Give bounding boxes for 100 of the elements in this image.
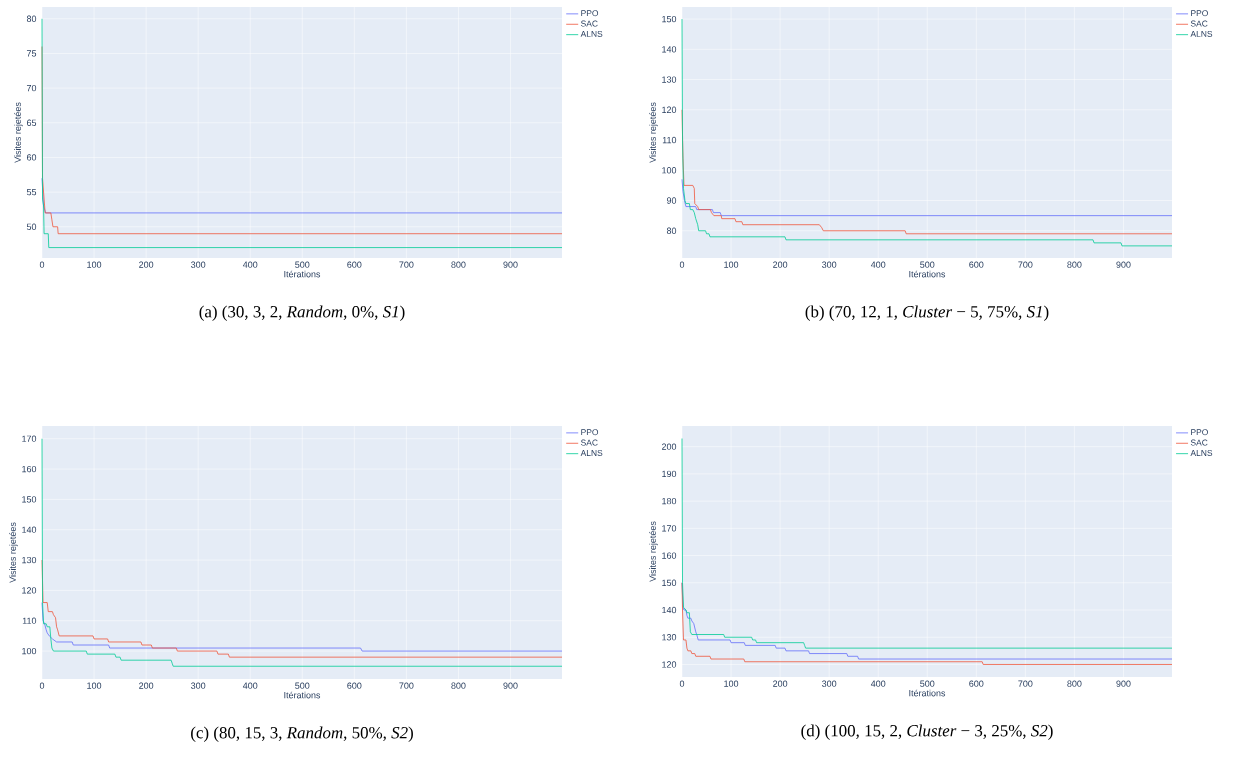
legend-label: PPO [581,429,599,436]
y-tick-label: 80 [666,227,677,234]
line-series [681,438,1173,649]
x-tick-label: 200 [773,680,788,687]
line-series [41,18,563,248]
x-axis-title: Itérations [909,689,946,697]
line-series [41,559,563,658]
y-axis-title: Visites rejetées [649,102,658,163]
y-tick-label: 130 [662,76,677,83]
x-tick-label: 800 [1067,261,1082,268]
x-tick-label: 300 [822,261,837,268]
y-tick-label: 100 [22,647,37,655]
y-tick-label: 150 [662,579,677,586]
line-series [41,438,563,667]
legend-label: SAC [1190,439,1208,446]
x-tick-label: 900 [1116,261,1131,268]
x-tick-label: 600 [969,680,984,687]
x-tick-label: 900 [503,261,518,268]
x-tick-label: 100 [724,261,739,268]
x-tick-label: 300 [822,680,837,687]
x-tick-label: 400 [242,682,258,689]
y-tick-label: 170 [662,525,677,532]
x-tick-label: 100 [87,682,102,689]
y-tick-label: 65 [26,119,37,126]
y-tick-label: 110 [22,617,37,624]
y-tick-label: 130 [662,634,677,641]
x-tick-label: 400 [242,261,258,268]
y-tick-label: 100 [662,167,677,174]
y-tick-label: 140 [662,46,677,53]
y-axis-title: Visites rejetées [649,521,658,582]
y-axis-title: Visites rejetées [9,522,18,583]
y-tick-label: 180 [662,497,677,505]
text: (c) (80, 15, 3, Random, 50%, S2) [191,726,413,742]
y-tick-label: 130 [22,556,37,564]
x-axis-title: Itérations [909,270,946,278]
legend-label: ALNS [1190,449,1213,456]
y-tick-label: 140 [22,526,37,533]
y-tick-label: 60 [26,154,37,161]
x-tick-label: 900 [1116,680,1131,687]
y-tick-label: 90 [666,197,677,204]
x-tick-label: 400 [870,261,886,268]
legend-label: ALNS [580,449,603,456]
y-tick-label: 110 [662,136,677,144]
y-tick-label: 55 [26,188,37,196]
text: (a) (30, 3, 2, Random, 0%, S1) [199,305,405,321]
y-tick-label: 200 [661,443,677,450]
y-tick-label: 120 [662,106,677,113]
x-tick-label: 800 [451,682,466,689]
x-tick-label: 500 [920,680,935,687]
line-series [681,109,1173,235]
x-tick-label: 200 [139,261,154,268]
line-series [681,178,1173,217]
x-tick-label: 0 [679,680,685,687]
x-tick-label: 200 [773,261,788,268]
x-tick-label: 0 [39,682,45,689]
y-tick-label: 50 [26,223,37,230]
x-tick-label: 800 [1067,680,1082,687]
x-tick-label: 900 [503,682,518,689]
line-series [41,602,563,652]
y-tick-label: 160 [662,552,677,559]
x-tick-label: 800 [451,261,466,268]
y-tick-label: 160 [22,465,37,473]
y-tick-label: 150 [662,15,677,23]
x-tick-label: 500 [295,261,310,268]
x-tick-label: 400 [870,680,886,687]
x-tick-label: 600 [347,261,362,268]
legend-label: ALNS [1190,30,1213,37]
x-tick-label: 0 [679,261,685,268]
x-tick-label: 700 [1018,680,1033,687]
legend-label: SAC [1190,20,1208,27]
x-tick-label: 600 [347,682,362,689]
x-tick-label: 700 [1018,261,1033,268]
legend-label: SAC [580,439,598,446]
x-tick-label: 500 [295,682,310,689]
legend-label: SAC [580,20,598,27]
y-tick-label: 75 [26,50,37,57]
x-tick-label: 0 [39,261,45,268]
y-axis-title: Visites rejetées [14,102,23,163]
x-tick-label: 700 [399,261,414,268]
legend-label: ALNS [580,30,603,37]
y-tick-label: 150 [22,496,37,503]
x-tick-label: 100 [724,680,739,687]
y-tick-label: 120 [662,661,677,668]
legend-label: PPO [581,10,599,17]
y-tick-label: 80 [26,15,37,22]
x-tick-label: 300 [191,682,206,689]
y-tick-label: 140 [662,606,677,614]
x-tick-label: 200 [139,682,154,689]
y-tick-label: 70 [26,84,37,92]
line-series [681,18,1173,247]
x-tick-label: 300 [191,261,206,268]
x-axis-title: Itérations [284,270,321,278]
text: (d) (100, 15, 2, Cluster − 3, 25%, S2) [801,724,1053,740]
legend-label: PPO [1191,429,1208,436]
x-axis-title: Itérations [284,691,321,699]
y-tick-label: 120 [22,587,37,594]
text: (b) (70, 12, 1, Cluster − 5, 75%, S1) [805,305,1049,321]
x-tick-label: 700 [399,682,414,689]
x-tick-label: 600 [969,261,984,268]
x-tick-label: 500 [920,261,935,268]
